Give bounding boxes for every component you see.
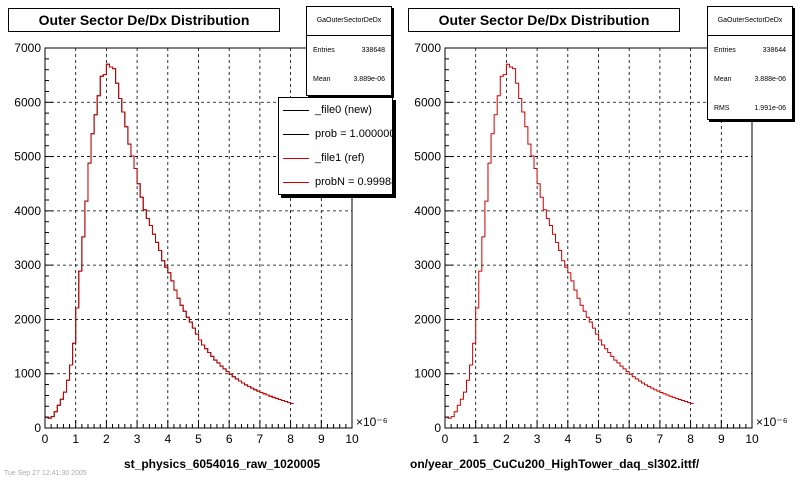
legend-box-left: _file0 (new) prob = 1.000000 _file1 (ref… (278, 97, 393, 195)
stats-rms-value: 1.991e-06 (754, 105, 786, 112)
y-tick-label: 2000 (14, 312, 41, 326)
histogram-series-line (45, 63, 294, 419)
x-caption-left: st_physics_6054016_raw_1020005 (124, 457, 321, 471)
y-tick-label: 1000 (414, 367, 441, 381)
x-tick-label: 3 (534, 432, 541, 446)
stats-name: GaOuterSectorDeDx (708, 7, 792, 36)
x-tick-label: 2 (103, 432, 110, 446)
y-tick-label: 4000 (414, 204, 441, 218)
x-tick-label: 8 (287, 432, 294, 446)
x-caption-right: on/year_2005_CuCu200_HighTower_daq_sl302… (410, 457, 700, 471)
legend-entry: probN = 0.999884 (279, 170, 392, 194)
stats-mean-label: Mean (714, 76, 732, 83)
legend-entry: prob = 1.000000 (279, 122, 392, 146)
y-tick-label: 6000 (414, 95, 441, 109)
x-tick-label: 8 (687, 432, 694, 446)
y-tick-label: 1000 (14, 367, 41, 381)
x-tick-label: 0 (442, 432, 449, 446)
x-tick-label: 9 (718, 432, 725, 446)
chart-title-left: Outer Sector De/Dx Distribution (8, 8, 280, 32)
stats-entries-label: Entries (313, 47, 335, 54)
x-tick-label: 1 (472, 432, 479, 446)
legend-entry: _file1 (ref) (279, 146, 392, 170)
x-tick-label: 1 (72, 432, 79, 446)
x-tick-label: 6 (626, 432, 633, 446)
stats-mean-value: 3.888e-06 (754, 76, 786, 83)
x-tick-label: 5 (595, 432, 602, 446)
stats-mean-label: Mean (313, 76, 331, 83)
x-tick-label: 9 (318, 432, 325, 446)
x-exponent-label: ×10⁻⁶ (356, 415, 388, 429)
x-tick-label: 7 (657, 432, 664, 446)
legend-swatch (283, 109, 309, 111)
x-tick-label: 7 (257, 432, 264, 446)
plot-area (445, 48, 752, 428)
y-tick-label: 5000 (14, 150, 41, 164)
legend-swatch (283, 133, 309, 135)
x-tick-label: 2 (503, 432, 510, 446)
legend-swatch (283, 181, 309, 183)
legend-entry: _file0 (new) (279, 98, 392, 122)
chart-title-right: Outer Sector De/Dx Distribution (408, 8, 680, 32)
y-tick-label: 7000 (414, 41, 441, 55)
legend-label: probN = 0.999884 (315, 176, 392, 188)
x-tick-label: 5 (195, 432, 202, 446)
histogram-plot-right: 0 1 2 3 4 5 6 7 8 9 10 0 1000 2000 3000 4000 5000 6000 700… (414, 41, 788, 446)
x-tick-label: 0 (42, 432, 49, 446)
x-exponent-label: ×10⁻⁶ (756, 415, 788, 429)
legend-swatch (283, 157, 309, 159)
x-tick-label: 6 (226, 432, 233, 446)
x-tick-label: 4 (564, 432, 571, 446)
footer-timestamp: Tue Sep 27 12:41:30 2005 (4, 470, 87, 477)
stats-rms-label: RMS (714, 105, 730, 112)
y-tick-label: 5000 (414, 150, 441, 164)
legend-label: _file1 (ref) (315, 152, 365, 164)
x-tick-label: 10 (745, 432, 759, 446)
y-tick-label: 2000 (414, 312, 441, 326)
y-tick-label: 3000 (14, 258, 41, 272)
stats-entries-value: 338648 (361, 47, 385, 54)
y-tick-label: 3000 (414, 258, 441, 272)
x-tick-label: 4 (164, 432, 171, 446)
x-tick-label: 3 (134, 432, 141, 446)
y-tick-label: 7000 (14, 41, 41, 55)
stats-entries-value: 338644 (762, 47, 786, 54)
stats-box-left: GaOuterSectorDeDx Entries 338648 Mean 3.88… (306, 6, 392, 96)
stats-entries-label: Entries (714, 47, 736, 54)
stats-mean-value: 3.889e-06 (353, 76, 385, 83)
y-tick-label: 0 (34, 421, 41, 435)
histogram-series-line (445, 63, 694, 419)
stats-box-right: GaOuterSectorDeDx Entries 338644 Mean 3.88… (707, 6, 793, 120)
y-tick-label: 0 (434, 421, 441, 435)
x-tick-label: 10 (345, 432, 359, 446)
legend-label: prob = 1.000000 (315, 128, 393, 140)
stats-name: GaOuterSectorDeDx (307, 7, 391, 36)
legend-label: _file0 (new) (315, 104, 372, 116)
y-tick-label: 6000 (14, 95, 41, 109)
y-tick-label: 4000 (14, 204, 41, 218)
